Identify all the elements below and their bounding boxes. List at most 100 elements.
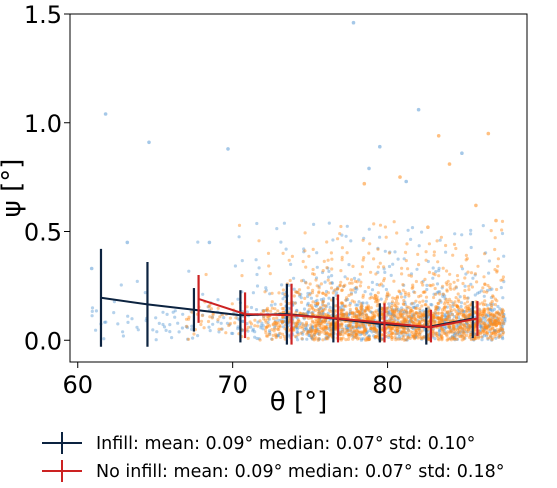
scatter-point	[364, 329, 368, 333]
scatter-point	[112, 311, 116, 315]
scatter-point	[402, 283, 406, 287]
scatter-point	[420, 319, 424, 323]
legend-label-infill: Infill: mean: 0.09° median: 0.07° std: 0…	[96, 434, 475, 454]
scatter-point	[485, 332, 489, 336]
scatter-point	[253, 324, 257, 328]
scatter-point	[313, 335, 317, 339]
scatter-point	[414, 318, 418, 322]
scatter-point	[446, 318, 450, 322]
scatter-point	[479, 317, 483, 321]
scatter-point	[281, 251, 285, 255]
scatter-point	[315, 327, 319, 331]
scatter-point	[305, 332, 309, 336]
scatter-point	[464, 272, 468, 276]
scatter-point	[295, 321, 299, 325]
scatter-point	[484, 334, 489, 338]
scatter-point	[373, 327, 377, 331]
scatter-point	[436, 315, 440, 319]
scatter-point	[354, 325, 358, 329]
scatter-point	[423, 277, 427, 281]
scatter-point	[341, 336, 345, 340]
scatter-point	[316, 320, 320, 324]
scatter-point	[360, 311, 364, 315]
scatter-point	[341, 308, 345, 312]
scatter-point	[491, 302, 495, 306]
scatter-point	[414, 335, 418, 339]
scatter-point	[301, 326, 305, 330]
scatter-point	[278, 324, 282, 328]
scatter-point	[315, 298, 319, 302]
scatter-point	[393, 301, 397, 305]
scatter-point	[325, 336, 329, 340]
scatter-point	[479, 324, 483, 329]
scatter-point	[187, 269, 191, 273]
scatter-point	[314, 323, 318, 327]
scatter-point	[497, 321, 501, 325]
scatter-point	[427, 307, 431, 311]
scatter-point	[365, 338, 369, 342]
scatter-point	[436, 308, 440, 312]
scatter-point	[279, 302, 283, 306]
scatter-point	[492, 321, 496, 326]
scatter-point	[326, 337, 330, 341]
scatter-point	[466, 270, 470, 274]
scatter-point	[378, 283, 382, 287]
scatter-point	[306, 309, 310, 313]
scatter-point	[161, 310, 165, 314]
scatter-point	[390, 335, 394, 340]
scatter-point	[440, 308, 444, 312]
scatter-point	[376, 265, 380, 269]
scatter-point	[248, 320, 252, 324]
scatter-point	[448, 272, 452, 276]
scatter-point	[227, 323, 231, 328]
scatter-point	[338, 330, 342, 334]
scatter-point	[308, 282, 312, 286]
scatter-point	[406, 327, 410, 331]
scatter-point	[402, 312, 406, 316]
scatter-point	[452, 242, 457, 246]
scatter-point	[102, 337, 106, 341]
scatter-point	[326, 266, 330, 270]
scatter-point	[460, 338, 464, 342]
scatter-point	[268, 272, 272, 276]
scatter-point	[404, 331, 408, 335]
scatter-point	[414, 327, 418, 332]
scatter-point	[488, 321, 492, 326]
scatter-point	[383, 270, 387, 274]
scatter-point	[391, 296, 395, 300]
scatter-point	[420, 337, 424, 341]
scatter-point	[400, 331, 404, 335]
scatter-point	[439, 334, 443, 339]
scatter-point	[330, 281, 334, 285]
scatter-point	[455, 304, 459, 308]
scatter-point	[411, 321, 415, 325]
scatter-point	[255, 336, 259, 341]
scatter-point	[488, 311, 492, 315]
scatter-point	[398, 312, 402, 316]
scatter-point	[259, 324, 263, 328]
scatter-point	[366, 317, 370, 321]
scatter-point	[353, 330, 357, 334]
scatter-point	[401, 302, 405, 306]
scatter-point	[443, 326, 447, 330]
scatter-point	[414, 299, 418, 303]
scatter-point	[453, 232, 457, 236]
scatter-point	[130, 317, 134, 321]
scatter-point	[341, 332, 345, 337]
scatter-point	[298, 325, 302, 329]
scatter-point	[403, 319, 407, 323]
scatter-point	[444, 326, 448, 330]
scatter-point	[412, 290, 416, 294]
scatter-point	[208, 329, 212, 333]
scatter-point	[261, 309, 265, 313]
scatter-point	[483, 322, 488, 326]
scatter-point	[409, 318, 413, 322]
scatter-point	[327, 333, 331, 337]
scatter-point	[440, 286, 444, 290]
scatter-point	[374, 330, 378, 334]
scatter-point	[319, 312, 323, 316]
scatter-point	[369, 324, 373, 328]
scatter-point	[414, 279, 418, 284]
scatter-point	[365, 336, 369, 340]
scatter-point	[463, 315, 467, 320]
